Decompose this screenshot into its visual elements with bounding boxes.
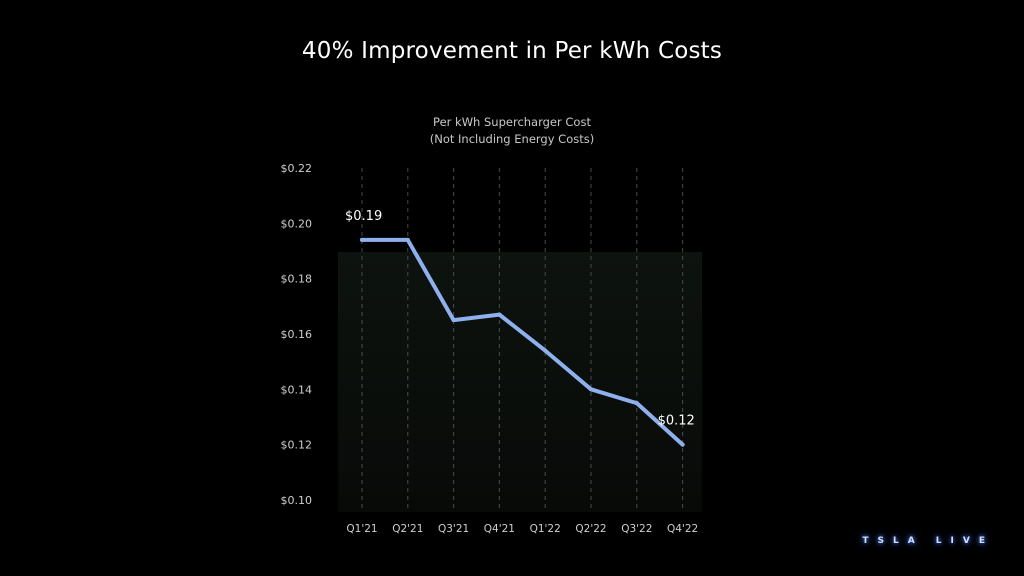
x-tick-label: Q1'22 <box>530 523 561 535</box>
data-point <box>405 237 410 242</box>
data-point <box>360 237 364 242</box>
series-line <box>360 237 685 447</box>
y-tick-label: $0.18 <box>281 273 313 286</box>
data-point <box>634 401 639 406</box>
data-label: $0.19 <box>345 209 382 224</box>
chart-title: Per kWh Supercharger Cost <box>433 115 591 129</box>
x-tick-label: Q2'21 <box>392 523 423 535</box>
data-point <box>680 442 685 447</box>
chart-subtitle: (Not Including Energy Costs) <box>429 132 595 146</box>
data-point <box>497 312 502 317</box>
data-point <box>589 387 593 392</box>
y-tick-label: $0.12 <box>281 439 313 452</box>
y-tick-label: $0.20 <box>281 217 313 230</box>
x-tick-label: Q3'21 <box>438 523 469 535</box>
x-tick-label: Q4'22 <box>667 523 698 535</box>
x-tick-label: Q4'21 <box>484 523 515 535</box>
data-label: $0.12 <box>658 414 695 429</box>
y-tick-label: $0.14 <box>281 383 313 396</box>
y-tick-label: $0.22 <box>281 162 313 175</box>
data-point <box>543 348 548 353</box>
y-tick-label: $0.16 <box>281 328 313 341</box>
slide-title: 40% Improvement in Per kWh Costs <box>301 38 723 64</box>
plot-area <box>338 252 702 512</box>
data-point <box>451 318 456 323</box>
brand-logo: TSLA LIVE <box>862 536 994 546</box>
x-tick-label: Q1'21 <box>346 523 377 535</box>
x-tick-label: Q3'22 <box>621 523 652 535</box>
x-tick-label: Q2'22 <box>575 523 606 535</box>
y-tick-label: $0.10 <box>281 494 313 507</box>
